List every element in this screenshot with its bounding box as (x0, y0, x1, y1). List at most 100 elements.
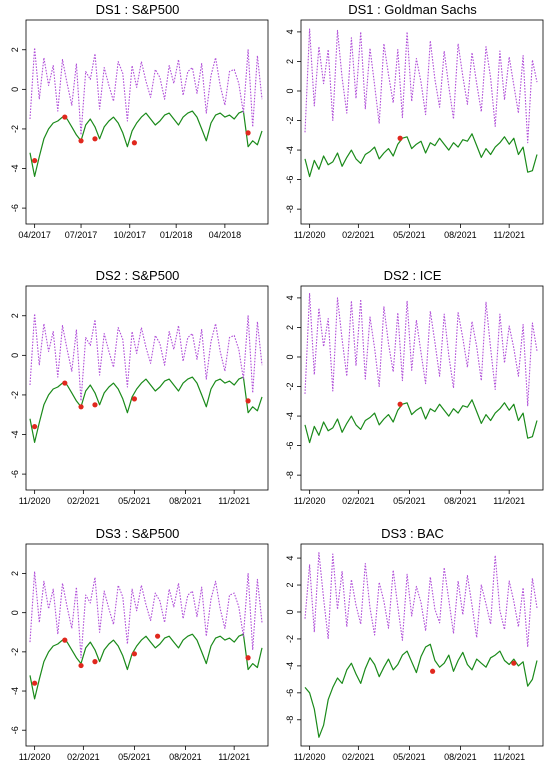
x-tick-label: 11/2020 (294, 230, 326, 240)
y-tick-label: -2 (285, 635, 295, 643)
series-line-dotted (29, 313, 263, 402)
plot-area (304, 292, 538, 444)
y-tick-label: 2 (10, 571, 20, 576)
highlight-point (32, 423, 38, 430)
y-tick-label: -2 (285, 383, 295, 391)
plot-area (304, 28, 538, 178)
x-tick-label: 02/2021 (67, 496, 100, 506)
y-tick-label: -6 (285, 176, 295, 184)
series-line-solid (29, 376, 263, 443)
highlight-point (62, 380, 68, 386)
x-tick-label: 08/2021 (169, 752, 202, 762)
y-tick-label: 2 (285, 325, 295, 330)
highlight-point (62, 637, 68, 643)
series-line-solid (304, 643, 538, 738)
highlight-point (397, 135, 403, 141)
series-line-dotted (29, 47, 263, 136)
series-line-solid (304, 133, 538, 178)
y-tick-label: -8 (285, 471, 295, 479)
chart-title: DS3 : S&P500 (95, 526, 180, 541)
y-tick-label: -2 (10, 125, 20, 133)
x-tick-label: 04/2017 (18, 230, 51, 240)
highlight-point (78, 404, 84, 410)
highlight-point (92, 659, 98, 665)
chart-title: DS3 : BAC (381, 526, 444, 541)
y-tick-label: 2 (285, 59, 295, 64)
highlight-point (245, 655, 251, 661)
y-tick-label: 2 (10, 313, 20, 318)
chart-panel-ds3-sp500: DS3 : S&P500 -6 -4 -2 0 2 11/2020 02/2021 05/20… (0, 524, 275, 775)
y-tick-label: 2 (10, 47, 20, 52)
chart-svg: -6 -4 -2 0 2 04/2017 07/2017 10/2017 01/2018 04/2… (10, 19, 269, 240)
x-tick-label: 05/2021 (393, 230, 426, 240)
y-tick-label: 0 (10, 610, 20, 615)
y-tick-label: -2 (285, 117, 295, 125)
series-line-solid (29, 110, 263, 177)
x-tick-label: 11/2020 (19, 496, 51, 506)
plot-frame (300, 19, 544, 225)
x-tick-label: 04/2018 (209, 230, 242, 240)
highlight-point (397, 401, 403, 407)
x-tick-label: 11/2021 (218, 752, 250, 762)
y-tick-label: -4 (10, 165, 20, 173)
chart-panel-ds3-bac: DS3 : BAC -8 -6 -4 -2 0 2 4 11/2020 02/2021 05/20… (275, 524, 550, 775)
y-tick-label: -6 (10, 204, 20, 212)
chart-title: DS2 : S&P500 (95, 268, 180, 283)
y-tick-label: -8 (285, 205, 295, 213)
chart-title: DS1 : Goldman Sachs (348, 2, 477, 17)
x-tick-label: 05/2021 (118, 752, 151, 762)
x-tick-label: 02/2021 (342, 230, 375, 240)
series-line-solid (29, 633, 263, 700)
y-tick-label: -8 (285, 716, 295, 724)
x-tick-label: 10/2017 (113, 230, 146, 240)
series-line-dotted (304, 292, 538, 407)
x-tick-label: 05/2021 (118, 496, 151, 506)
y-tick-label: -2 (10, 391, 20, 399)
y-tick-label: 0 (10, 353, 20, 358)
x-tick-label: 11/2021 (493, 496, 525, 506)
y-tick-label: -6 (285, 689, 295, 697)
y-tick-label: -6 (10, 726, 20, 734)
chart-panel-ds1-goldman-sachs: DS1 : Goldman Sachs -8 -6 -4 -2 0 2 4 11/2020 02… (275, 0, 550, 258)
y-tick-label: 0 (285, 88, 295, 93)
y-tick-label: -4 (10, 687, 20, 695)
y-tick-label: -6 (10, 470, 20, 478)
y-tick-label: -6 (285, 442, 295, 450)
plot-frame (25, 543, 269, 747)
highlight-point (245, 398, 251, 404)
x-tick-label: 05/2021 (393, 496, 426, 506)
highlight-point (62, 114, 68, 120)
series-line-solid (304, 399, 538, 444)
chart-panel-ds1-sp500: DS1 : S&P500 -6 -4 -2 0 2 04/2017 07/2017 10/20… (0, 0, 275, 258)
plot-frame (25, 19, 269, 225)
highlight-point (78, 138, 84, 144)
plot-frame (300, 285, 544, 491)
chart-svg: -8 -6 -4 -2 0 2 4 11/2020 02/2021 05/2021 08/2021 1… (285, 285, 544, 506)
x-tick-label: 11/2020 (19, 752, 51, 762)
plot-area (29, 313, 263, 443)
highlight-point (78, 662, 84, 669)
highlight-point (430, 668, 436, 674)
highlight-point (155, 633, 161, 639)
chart-title: DS1 : S&P500 (95, 2, 180, 17)
highlight-point (32, 680, 38, 686)
chart-svg: -8 -6 -4 -2 0 2 4 11/2020 02/2021 05/2021 08/2021 1… (285, 19, 544, 240)
series-line-dotted (304, 552, 538, 648)
plot-area (29, 47, 263, 177)
series-line-dotted (29, 570, 263, 659)
chart-panel-ds2-ice: DS2 : ICE -8 -6 -4 -2 0 2 4 11/2020 02/2021 05/20… (275, 266, 550, 524)
highlight-point (131, 396, 137, 402)
x-tick-label: 11/2021 (218, 496, 250, 506)
chart-title: DS2 : ICE (383, 268, 442, 283)
x-tick-label: 11/2020 (294, 496, 326, 506)
y-tick-label: 4 (285, 295, 295, 300)
highlight-point (131, 140, 137, 146)
x-tick-label: 11/2020 (294, 752, 326, 762)
x-tick-label: 05/2021 (393, 752, 426, 762)
highlight-point (511, 660, 517, 666)
x-tick-label: 08/2021 (444, 752, 477, 762)
y-tick-label: 4 (285, 29, 295, 34)
y-tick-label: -2 (10, 648, 20, 656)
y-tick-label: 0 (285, 609, 295, 614)
y-tick-label: 2 (285, 583, 295, 588)
